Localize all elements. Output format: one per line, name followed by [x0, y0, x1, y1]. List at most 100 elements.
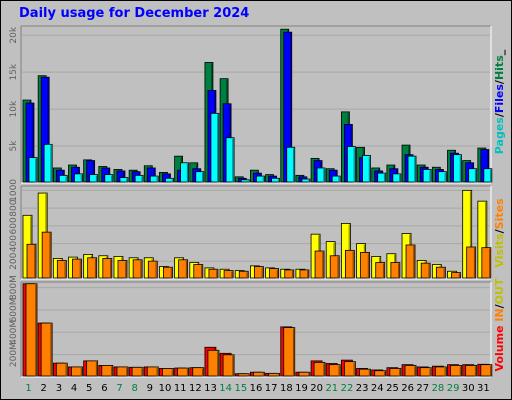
y-tick-label: 15k	[9, 63, 19, 80]
bar-pages-day-13	[210, 112, 220, 183]
bar-body	[195, 171, 205, 183]
bar-kbytes-out-day-9	[146, 366, 159, 377]
bar-kbytes-out-day-2	[40, 322, 53, 377]
bar-body	[480, 364, 493, 377]
day-label: 25	[386, 383, 399, 394]
bar-body	[389, 368, 402, 377]
bar-body	[208, 268, 219, 279]
bar-sites-day-20	[314, 250, 325, 279]
bar-pages-day-8	[134, 174, 144, 183]
bar-pages-day-26	[407, 155, 417, 183]
chart-panels	[20, 25, 492, 378]
bar-body	[404, 365, 417, 377]
bar-body	[468, 168, 478, 183]
bar-body	[435, 266, 446, 279]
bar-sites-day-22	[344, 249, 355, 279]
bar-body	[268, 372, 280, 377]
bar-body	[451, 272, 461, 279]
bar-pages-day-16	[256, 175, 265, 183]
bar-body	[256, 175, 265, 183]
day-label: 31	[477, 383, 490, 394]
bar-pages-day-6	[104, 174, 114, 183]
bar-body	[28, 157, 38, 183]
y-tick-label: 400	[9, 235, 19, 252]
bar-pages-day-2	[43, 143, 53, 183]
bar-body	[43, 143, 53, 183]
bar-body	[420, 262, 431, 279]
day-label: 21	[325, 383, 338, 394]
bar-kbytes-out-day-27	[419, 367, 432, 377]
bar-pages-day-21	[331, 175, 341, 183]
bar-pages-day-22	[346, 146, 356, 183]
bar-pages-day-15	[240, 179, 250, 183]
day-label: 29	[447, 383, 460, 394]
bar-body	[437, 171, 447, 183]
day-label: 6	[101, 383, 107, 394]
bar-body	[119, 177, 129, 183]
day-label: 27	[416, 383, 429, 394]
bar-kbytes-out-day-22	[343, 361, 356, 377]
panel-hits-files-pages	[21, 26, 491, 183]
bar-body	[269, 268, 279, 279]
day-label: 19	[295, 383, 308, 394]
bar-pages-day-5	[89, 174, 99, 183]
bar-body	[131, 366, 144, 377]
bar-body	[180, 162, 190, 183]
day-label: 16	[250, 383, 263, 394]
day-label: 17	[265, 383, 278, 394]
legend-bottom: Volume IN/OUT	[493, 278, 506, 371]
bar-kbytes-out-day-6	[101, 365, 114, 377]
day-label: 13	[204, 383, 217, 394]
bar-body	[117, 260, 128, 279]
bar-sites-day-28	[435, 266, 446, 279]
bar-body	[359, 368, 371, 377]
day-label: 15	[234, 383, 247, 394]
bar-sites-day-11	[178, 259, 189, 279]
bar-sites-day-6	[102, 258, 113, 279]
bar-body	[149, 175, 159, 183]
bar-body	[390, 262, 401, 279]
bar-body	[87, 257, 98, 279]
bar-body	[422, 169, 432, 183]
bar-body	[331, 175, 341, 183]
bar-body	[177, 367, 190, 377]
legend-part: Hits	[493, 55, 506, 80]
bar-pages-day-11	[180, 162, 190, 183]
chart-title: Daily usage for December 2024	[19, 6, 250, 21]
y-tick-label: 1000	[9, 179, 19, 202]
bar-body	[146, 366, 159, 377]
bar-body	[453, 154, 462, 183]
bar-body	[134, 174, 144, 183]
bar-body	[465, 365, 478, 377]
bar-kbytes-out-day-4	[71, 366, 83, 377]
bar-body	[283, 327, 296, 377]
bar-body	[102, 258, 113, 279]
legend-part: Sites	[493, 198, 506, 229]
panel-volume	[21, 282, 491, 377]
bar-kbytes-out-day-12	[192, 367, 205, 377]
bar-kbytes-out-day-29	[450, 365, 462, 377]
bar-sites-day-15	[238, 270, 249, 279]
bar-body	[26, 243, 37, 279]
bar-kbytes-out-day-26	[404, 365, 417, 377]
bar-body	[238, 270, 249, 279]
bar-body	[301, 178, 311, 183]
bar-kbytes-out-day-13	[207, 349, 220, 377]
legend-part: IN	[493, 308, 506, 321]
y-tick-label: 600	[9, 217, 19, 234]
bar-body	[163, 266, 173, 279]
bar-pages-day-19	[301, 178, 311, 183]
bar-body	[434, 366, 447, 377]
day-label: 1	[25, 383, 31, 394]
bar-sites-day-25	[390, 262, 401, 279]
legend-part: Pages	[493, 117, 506, 155]
bar-kbytes-out-day-8	[131, 366, 144, 377]
day-label: 2	[41, 383, 47, 394]
bar-body	[165, 177, 174, 183]
bar-body	[346, 146, 356, 183]
bar-body	[284, 269, 295, 279]
bar-pages-day-9	[149, 175, 159, 183]
y-tick-label: 800M	[9, 275, 19, 300]
